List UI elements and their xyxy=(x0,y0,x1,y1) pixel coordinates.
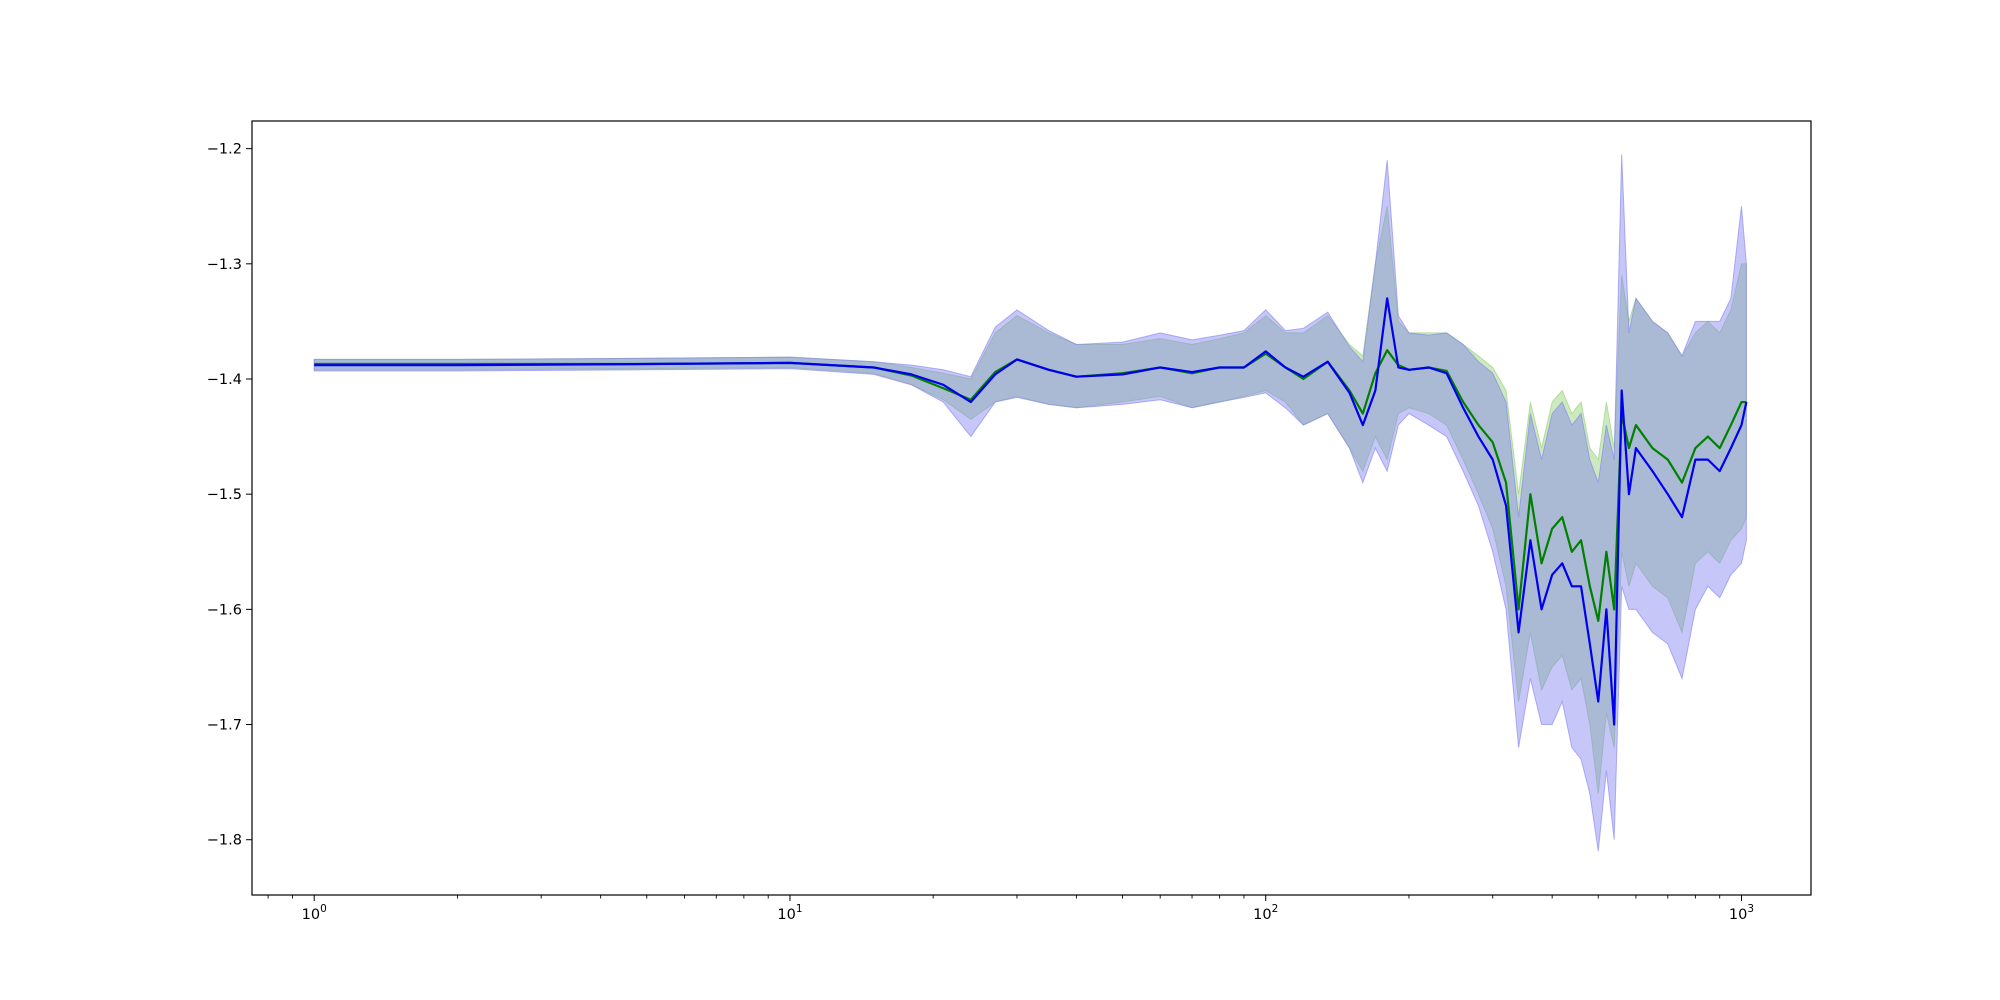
series-2-band xyxy=(313,154,1747,852)
axes-frame xyxy=(251,120,1812,896)
x-axis: 100 101 102 103 xyxy=(267,895,1754,923)
y-tick-label: −1.5 xyxy=(207,487,242,503)
x-tick-label: 103 xyxy=(1729,903,1754,923)
x-tick-label: 102 xyxy=(1253,903,1278,923)
y-tick-label: −1.4 xyxy=(207,372,242,388)
y-tick-label: −1.3 xyxy=(207,257,242,273)
x-tick-label: 101 xyxy=(777,903,802,923)
series-2-line xyxy=(314,297,1748,726)
x-tick-label: 100 xyxy=(302,903,327,923)
y-tick-label: −1.8 xyxy=(207,833,242,849)
y-axis: −1.2 −1.3 −1.4 −1.5 −1.6 −1.7 −1.8 xyxy=(207,142,252,849)
y-tick-label: −1.2 xyxy=(207,142,242,158)
plot-area xyxy=(313,154,1748,852)
y-tick-label: −1.7 xyxy=(207,718,242,734)
y-tick-label: −1.6 xyxy=(207,602,242,618)
